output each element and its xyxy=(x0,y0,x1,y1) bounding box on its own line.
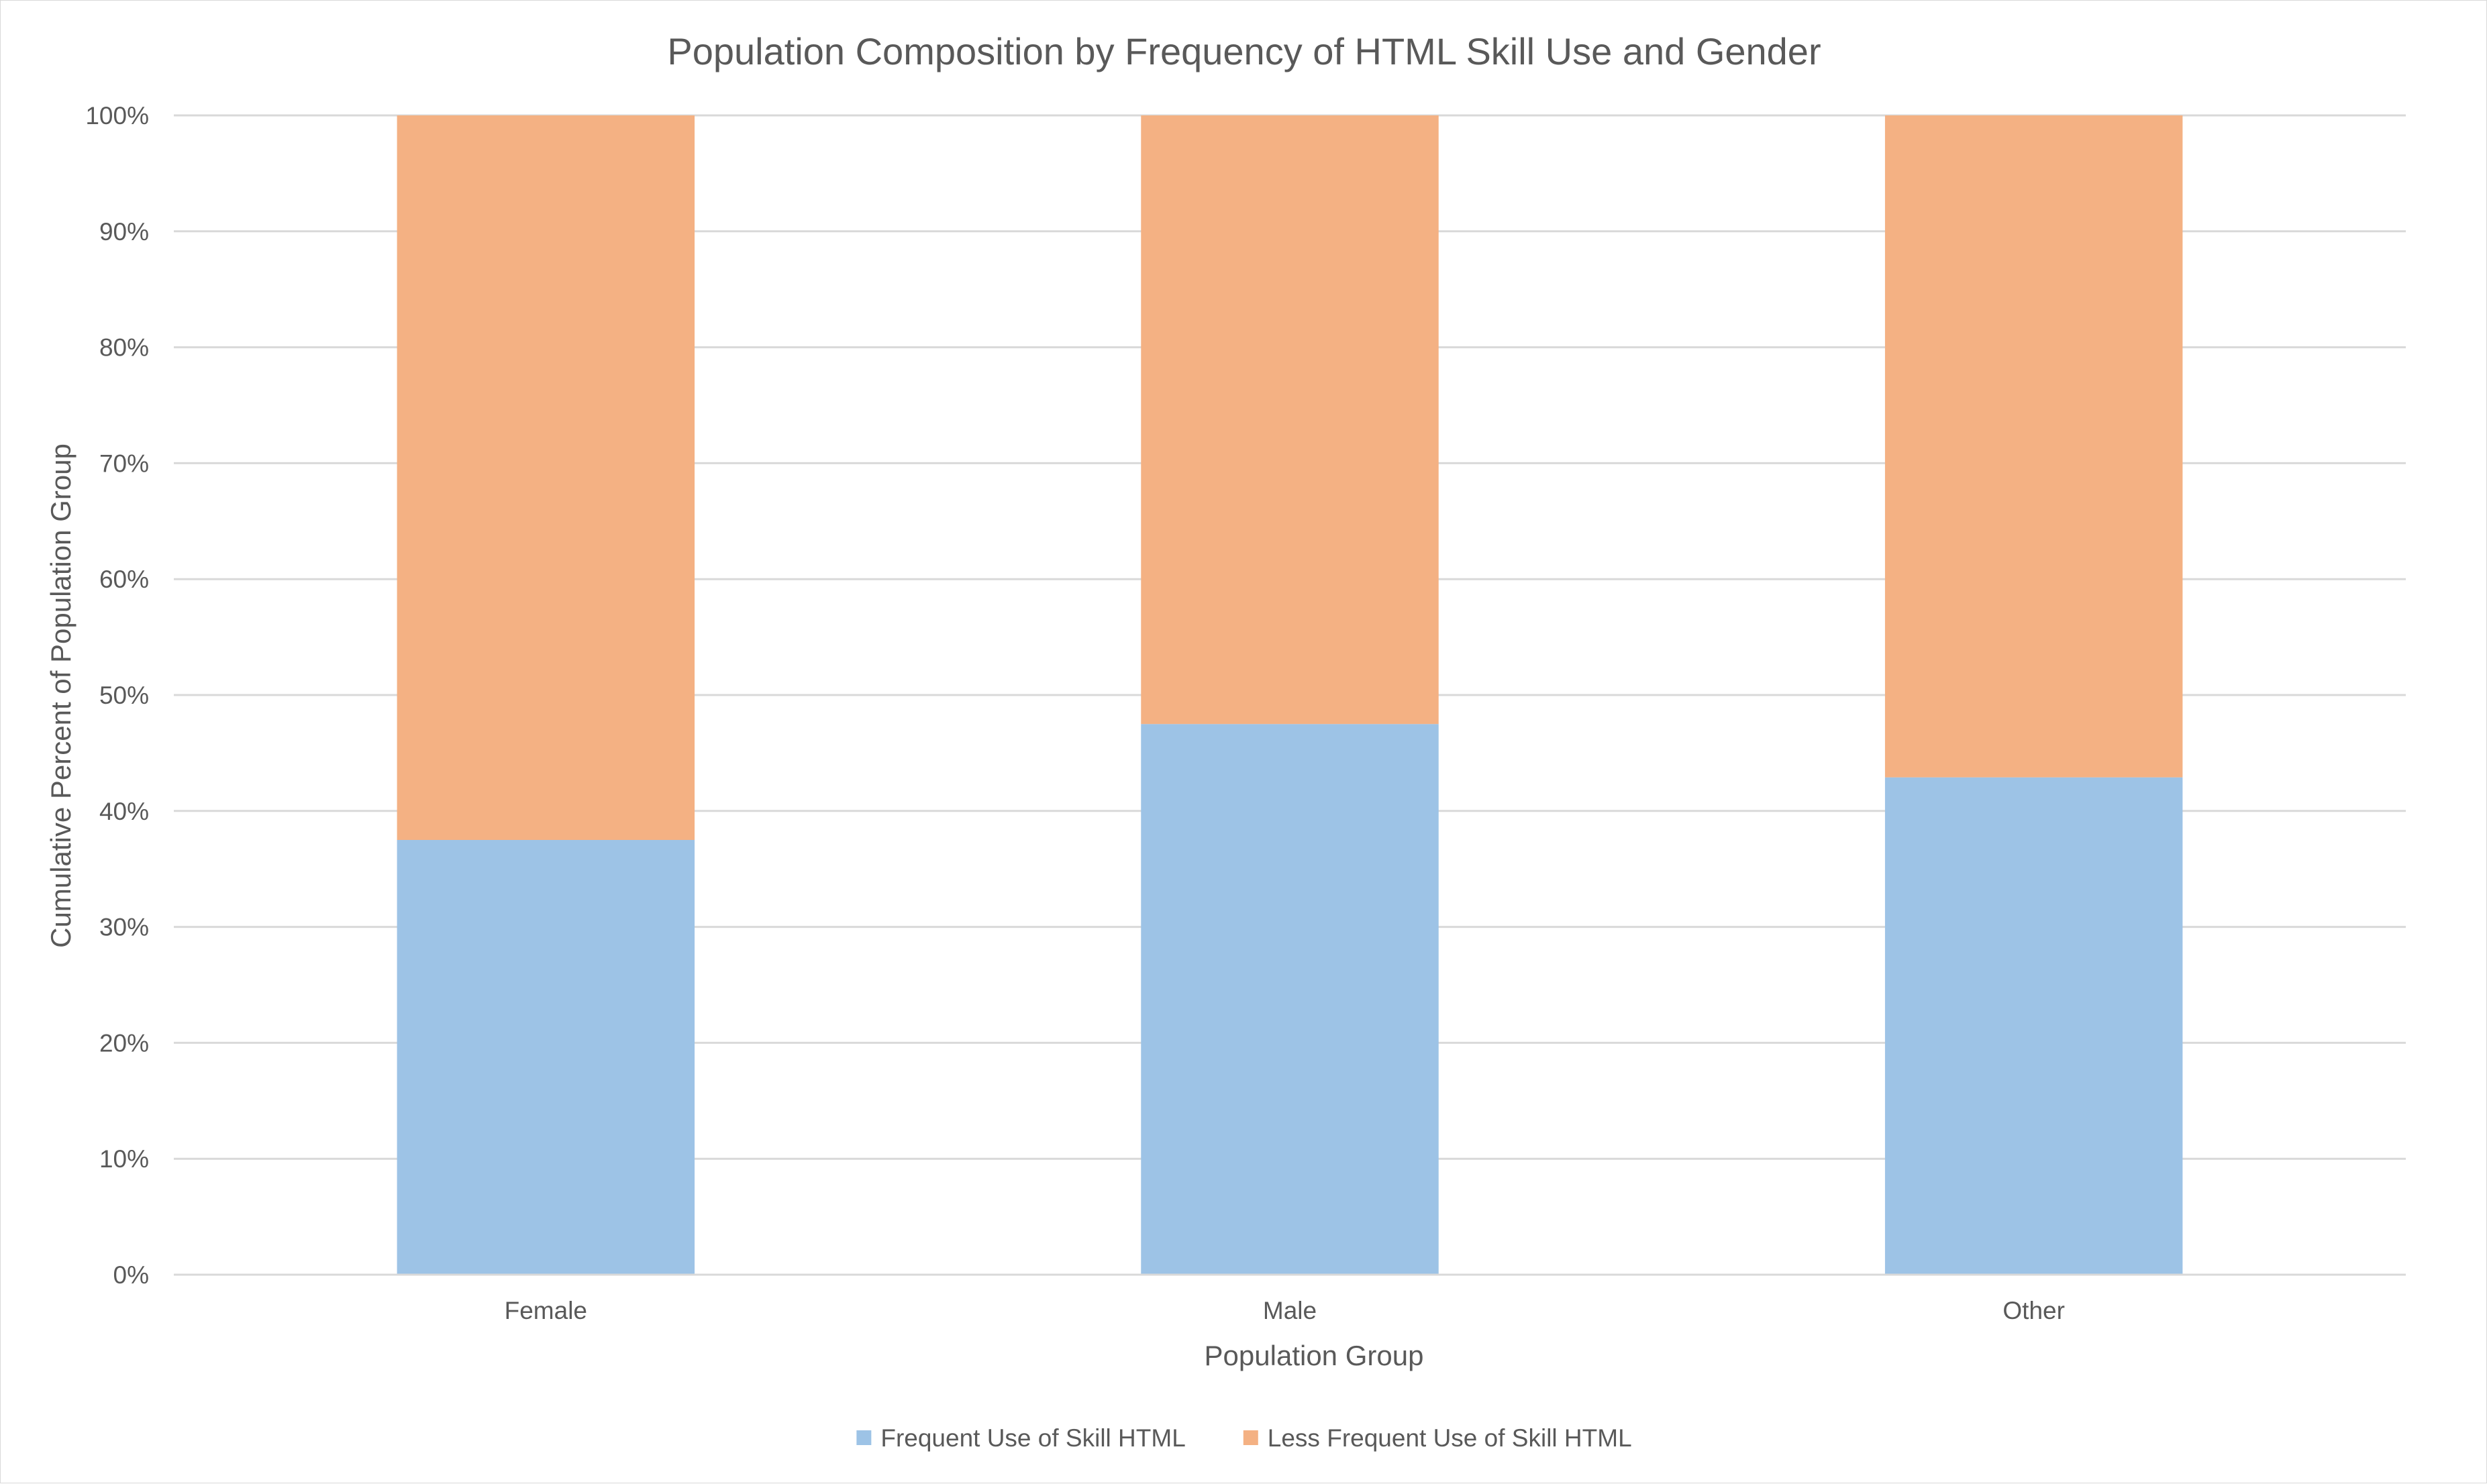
legend-label: Frequent Use of Skill HTML xyxy=(880,1424,1185,1452)
legend-swatch xyxy=(856,1430,872,1445)
legend-swatch xyxy=(1243,1430,1258,1445)
y-axis-ticks: 0% 10% 20% 30% 40% 50% 60% 70% 80% 90% 100% xyxy=(85,102,149,1289)
legend-item: Less Frequent Use of Skill HTML xyxy=(1243,1424,1632,1452)
y-tick-label: 10% xyxy=(99,1145,149,1173)
bar-segment xyxy=(397,115,695,840)
legend: Frequent Use of Skill HTML Less Frequent … xyxy=(856,1424,1632,1452)
y-tick-label: 100% xyxy=(85,102,149,129)
legend-label: Less Frequent Use of Skill HTML xyxy=(1268,1424,1632,1452)
y-axis-title: Cumulative Percent of Population Group xyxy=(45,443,77,948)
y-tick-label: 50% xyxy=(99,682,149,709)
y-tick-label: 60% xyxy=(99,566,149,593)
legend-item: Frequent Use of Skill HTML xyxy=(856,1424,1186,1452)
bar-segment xyxy=(1141,115,1439,725)
y-tick-label: 20% xyxy=(99,1029,149,1057)
x-tick-label: Female xyxy=(505,1297,587,1324)
y-tick-label: 30% xyxy=(99,914,149,941)
x-tick-label: Male xyxy=(1263,1297,1317,1324)
y-tick-label: 80% xyxy=(99,334,149,362)
bar-segment xyxy=(397,840,695,1275)
bar-segment xyxy=(1884,777,2183,1275)
y-tick-label: 40% xyxy=(99,798,149,825)
y-tick-label: 0% xyxy=(113,1261,149,1289)
x-axis-ticks: Female Male Other xyxy=(505,1297,2065,1324)
y-tick-label: 70% xyxy=(99,449,149,477)
y-tick-label: 90% xyxy=(99,218,149,246)
chart-title: Population Composition by Frequency of H… xyxy=(667,30,1821,72)
bar-segment xyxy=(1884,115,2183,778)
x-axis-title: Population Group xyxy=(1205,1340,1424,1371)
bars xyxy=(174,115,2406,1276)
x-tick-label: Other xyxy=(2002,1297,2065,1324)
bar-segment xyxy=(1141,724,1439,1275)
